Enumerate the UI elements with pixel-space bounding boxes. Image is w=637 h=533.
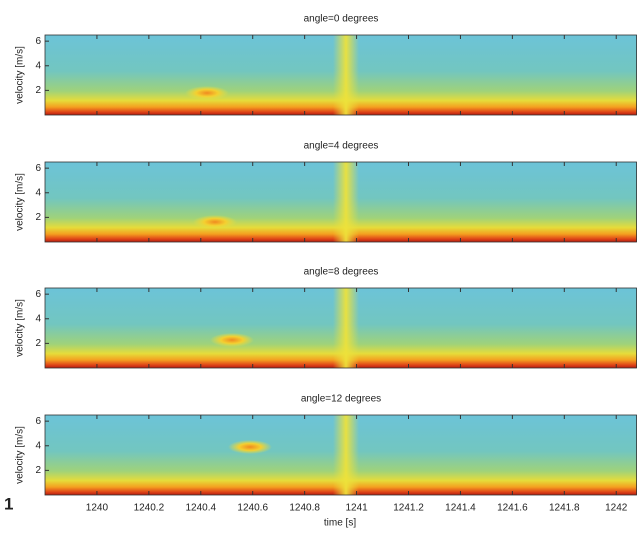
x-tick-label: 1240 (86, 503, 109, 514)
y-axis-label: velocity [m/s] (15, 173, 26, 231)
spectrogram-blob (228, 440, 272, 454)
spectrogram-band (333, 288, 359, 368)
y-tick-label: 4 (35, 187, 41, 198)
x-tick-label: 1241.8 (549, 503, 580, 514)
panel-title: angle=12 degrees (301, 394, 381, 405)
y-tick-label: 4 (35, 313, 41, 324)
y-tick-label: 4 (35, 440, 41, 451)
y-tick-label: 2 (35, 465, 41, 476)
y-axis-label: velocity [m/s] (15, 299, 26, 357)
spectrogram-band (333, 35, 359, 115)
x-tick-label: 1241.4 (445, 503, 476, 514)
spectrogram-blob (193, 215, 237, 229)
panel-title: angle=0 degrees (304, 14, 379, 25)
x-tick-label: 1240.2 (134, 503, 165, 514)
y-tick-label: 6 (35, 289, 41, 300)
y-axis-label: velocity [m/s] (15, 426, 26, 484)
panel-title: angle=4 degrees (304, 141, 379, 152)
figure-label: 1 (4, 494, 13, 513)
x-tick-label: 1240.6 (237, 503, 268, 514)
y-tick-label: 6 (35, 36, 41, 47)
x-tick-label: 1241.6 (497, 503, 528, 514)
spectrogram (45, 35, 637, 115)
x-tick-label: 1241 (345, 503, 368, 514)
spectrogram-band (333, 415, 359, 495)
panel-title: angle=8 degrees (304, 267, 379, 278)
y-tick-label: 2 (35, 338, 41, 349)
x-tick-label: 1242 (605, 503, 628, 514)
x-tick-label: 1241.2 (393, 503, 424, 514)
x-tick-label: 1240.4 (185, 503, 216, 514)
y-tick-label: 4 (35, 60, 41, 71)
spectrogram (45, 415, 637, 495)
spectrogram-band (333, 162, 359, 242)
x-tick-label: 1240.8 (289, 503, 320, 514)
spectrogram (45, 288, 637, 368)
spectrogram-blob (185, 86, 229, 100)
y-tick-label: 2 (35, 85, 41, 96)
y-tick-label: 6 (35, 416, 41, 427)
y-axis-label: velocity [m/s] (15, 46, 26, 104)
y-tick-label: 2 (35, 212, 41, 223)
spectrogram-blob (210, 333, 254, 347)
y-tick-label: 6 (35, 163, 41, 174)
x-axis-label: time [s] (324, 518, 356, 529)
spectrogram (45, 162, 637, 242)
